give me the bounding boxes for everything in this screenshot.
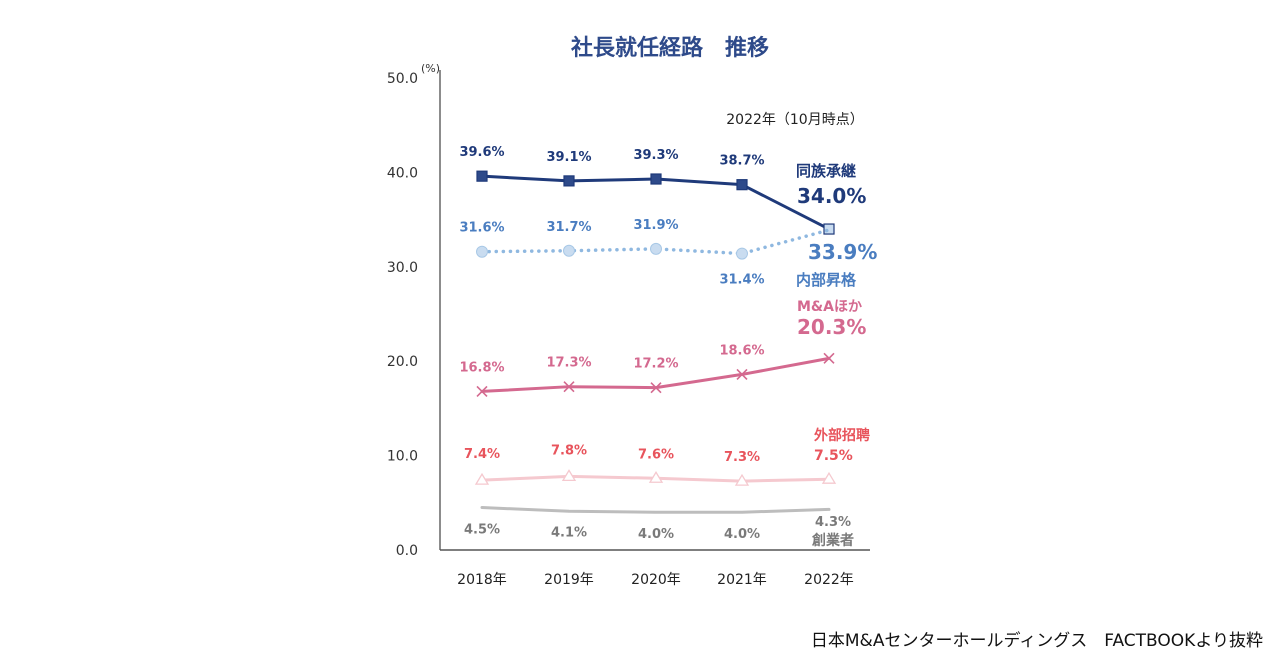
- end-value-label: 34.0%: [797, 184, 866, 208]
- data-label: 17.3%: [546, 356, 591, 371]
- y-unit-label: (%): [421, 62, 440, 75]
- data-label: 31.6%: [459, 221, 504, 236]
- data-point: [563, 175, 575, 187]
- data-point: [476, 170, 488, 182]
- data-point: [821, 471, 837, 484]
- data-point: [736, 368, 748, 380]
- y-tick-label: 30.0: [387, 260, 418, 276]
- x-tick-label: 2022年: [804, 572, 854, 588]
- data-label: 31.9%: [633, 218, 678, 233]
- data-label: 31.4%: [719, 273, 764, 288]
- end-value-label: 7.5%: [814, 448, 853, 464]
- series-line: [480, 228, 831, 256]
- series-2: 16.8% 17.3% 17.2% 18.6%: [459, 343, 835, 397]
- data-point: [650, 242, 662, 255]
- x-tick-label: 2021年: [717, 572, 767, 588]
- data-point: [474, 472, 490, 485]
- series-name-label: 創業者: [811, 532, 854, 549]
- data-label: 31.7%: [546, 220, 591, 235]
- data-label: 7.3%: [724, 450, 760, 465]
- data-point: [736, 179, 748, 191]
- data-point: [823, 352, 835, 364]
- y-tick-label: 0.0: [396, 543, 418, 559]
- data-label: 39.3%: [633, 148, 678, 163]
- data-point: [476, 385, 488, 397]
- data-label: 7.4%: [464, 447, 500, 462]
- data-label: 7.8%: [551, 443, 587, 458]
- data-label: 39.6%: [459, 145, 504, 160]
- series-layer: 39.6% 39.1% 39.3% 38.7% 31.6% 31.7% 31.9% 31.4%…: [459, 145, 877, 549]
- data-label: 17.2%: [633, 357, 678, 372]
- series-1: 31.6% 31.7% 31.9% 31.4%: [459, 218, 831, 288]
- series-name-label: M&Aほか: [797, 299, 862, 315]
- data-point: [561, 469, 577, 482]
- x-tick-label: 2020年: [631, 572, 681, 588]
- data-point: [563, 244, 575, 257]
- x-tick-label: 2018年: [457, 572, 507, 588]
- data-point: [823, 223, 835, 235]
- chart-annotation: 2022年（10月時点）: [726, 112, 863, 128]
- data-label: 38.7%: [719, 154, 764, 169]
- series-3: 7.4% 7.8% 7.6% 7.3%: [464, 443, 837, 486]
- data-label: 39.1%: [546, 150, 591, 165]
- axes: 0.0 10.0 20.0 30.0 40.0 50.0 2018年 2019年 2020年 20…: [387, 70, 870, 588]
- y-tick-label: 10.0: [387, 449, 418, 465]
- series-line: [480, 506, 831, 514]
- y-tick-label: 20.0: [387, 354, 418, 370]
- data-point: [648, 470, 664, 483]
- end-value-label: 4.3%: [815, 515, 851, 530]
- series-name-label: 同族承継: [796, 162, 856, 180]
- series-name-label: 内部昇格: [796, 271, 857, 289]
- chart-title: 社長就任経路 推移: [571, 35, 769, 61]
- series-name-label: 外部招聘: [814, 427, 870, 444]
- end-value-label: 20.3%: [797, 315, 866, 339]
- data-point: [563, 381, 575, 393]
- series-0: 39.6% 39.1% 39.3% 38.7%: [459, 145, 835, 235]
- data-label: 4.1%: [551, 525, 587, 540]
- data-label: 7.6%: [638, 447, 674, 462]
- data-point: [736, 247, 748, 260]
- end-value-label: 33.9%: [808, 240, 877, 264]
- data-point: [734, 473, 750, 486]
- x-tick-label: 2019年: [544, 572, 594, 588]
- data-label: 4.0%: [638, 527, 674, 542]
- data-point: [650, 173, 662, 185]
- series-4: 4.5% 4.1% 4.0% 4.0%: [464, 506, 831, 542]
- data-point: [476, 245, 488, 258]
- y-tick-label: 40.0: [387, 165, 418, 181]
- data-label: 4.0%: [724, 527, 760, 542]
- source-credit: 日本M&Aセンターホールディングス FACTBOOKより抜粋: [810, 631, 1263, 651]
- data-point: [650, 382, 662, 394]
- y-tick-label: 50.0: [387, 71, 418, 87]
- data-label: 18.6%: [719, 343, 764, 358]
- data-label: 16.8%: [459, 360, 504, 375]
- data-label: 4.5%: [464, 523, 500, 538]
